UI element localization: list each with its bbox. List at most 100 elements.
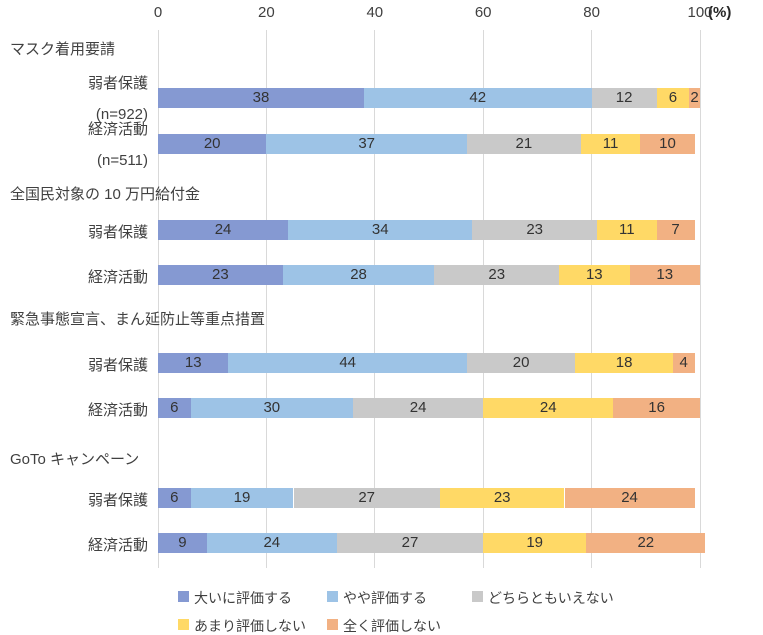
bar-segment: 30 xyxy=(190,398,354,418)
row-label: 弱者保護 xyxy=(87,357,148,374)
bar-segment: 13 xyxy=(158,353,229,373)
gridline xyxy=(374,30,376,568)
x-axis-tick-label: 60 xyxy=(474,4,492,21)
segment-value-label: 4 xyxy=(679,354,688,371)
segment-value-label: 19 xyxy=(526,534,544,551)
bar-segment: 10 xyxy=(640,134,695,154)
bar-segment: 28 xyxy=(282,265,435,285)
bar-segment: 23 xyxy=(472,220,598,240)
legend-swatch xyxy=(327,591,338,602)
legend-item-label: あまり評価しない xyxy=(194,618,306,634)
bar-segment: 21 xyxy=(466,134,581,154)
segment-value-label: 20 xyxy=(203,135,221,152)
bar-segment: 23 xyxy=(439,488,565,508)
legend-swatch xyxy=(472,591,483,602)
segment-value-label: 12 xyxy=(615,89,633,106)
x-axis-tick-label: 0 xyxy=(153,4,163,21)
row-sublabel: (n=511) xyxy=(96,152,148,169)
group-title: 全国民対象の 10 万円給付金 xyxy=(10,186,201,203)
legend-swatch xyxy=(178,591,189,602)
legend-item-label: 大いに評価する xyxy=(194,590,292,606)
segment-value-label: 30 xyxy=(263,399,281,416)
segment-value-label: 11 xyxy=(619,221,635,238)
bar-segment: 24 xyxy=(206,533,337,553)
segment-value-label: 24 xyxy=(539,399,557,416)
bar-segment: 38 xyxy=(158,88,364,108)
segment-value-label: 13 xyxy=(656,266,674,283)
bar-segment: 6 xyxy=(158,398,191,418)
legend-item-label: やや評価する xyxy=(343,590,427,606)
row-label: 経済活動 xyxy=(87,269,148,286)
segment-value-label: 23 xyxy=(488,266,506,283)
segment-value-label: 44 xyxy=(339,354,357,371)
bar-segment: 6 xyxy=(158,488,191,508)
segment-value-label: 24 xyxy=(409,399,427,416)
bar-segment: 27 xyxy=(293,488,440,508)
bar-segment: 19 xyxy=(190,488,294,508)
segment-value-label: 27 xyxy=(358,489,375,506)
segment-value-label: 11 xyxy=(602,135,619,152)
bar-segment: 13 xyxy=(629,265,700,285)
legend-item-label: 全く評価しない xyxy=(343,618,441,634)
segment-value-label: 23 xyxy=(493,489,511,506)
gridline xyxy=(265,30,267,568)
segment-value-label: 18 xyxy=(615,354,633,371)
bar-segment: 24 xyxy=(353,398,484,418)
bar-segment: 7 xyxy=(656,220,695,240)
row-label: 弱者保護 xyxy=(87,492,148,509)
bar-segment: 16 xyxy=(613,398,700,418)
segment-value-label: 16 xyxy=(648,399,665,416)
group-title: マスク着用要請 xyxy=(10,41,116,58)
row-sublabel: (n=922) xyxy=(95,106,148,123)
bar-segment: 24 xyxy=(564,488,695,508)
group-title: 緊急事態宣言、まん延防止等重点措置 xyxy=(10,311,266,328)
bar-segment: 4 xyxy=(672,353,695,373)
segment-value-label: 7 xyxy=(671,221,680,238)
bar-segment: 20 xyxy=(466,353,576,373)
bar-segment: 44 xyxy=(228,353,467,373)
bar-segment: 12 xyxy=(591,88,657,108)
segment-value-label: 6 xyxy=(170,399,179,416)
bar-segment: 19 xyxy=(483,533,587,553)
segment-value-label: 6 xyxy=(668,89,678,106)
row-label: 弱者保護 xyxy=(87,224,148,241)
gridline xyxy=(699,30,701,568)
bar-segment: 2 xyxy=(689,88,700,108)
bar-segment: 27 xyxy=(336,533,484,553)
row-label: 弱者保護 xyxy=(87,75,148,92)
row-label: 経済活動 xyxy=(87,537,148,554)
bar-segment: 22 xyxy=(586,533,706,553)
bar-segment: 9 xyxy=(158,533,207,553)
row-label: 経済活動 xyxy=(87,402,148,419)
segment-value-label: 24 xyxy=(214,221,232,238)
bar-segment: 13 xyxy=(559,265,630,285)
gridline xyxy=(482,30,484,568)
segment-value-label: 10 xyxy=(659,135,676,152)
gridline xyxy=(157,30,159,568)
bar-segment: 6 xyxy=(656,88,690,108)
segment-value-label: 6 xyxy=(170,489,179,506)
segment-value-label: 28 xyxy=(350,266,367,283)
bar-segment: 11 xyxy=(597,220,657,240)
segment-value-label: 27 xyxy=(401,534,419,551)
segment-value-label: 42 xyxy=(469,89,487,106)
segment-value-label: 24 xyxy=(621,489,638,506)
group-title: GoTo キャンペーン xyxy=(10,451,140,468)
segment-value-label: 34 xyxy=(371,221,389,238)
bar-segment: 23 xyxy=(158,265,283,285)
segment-value-label: 13 xyxy=(184,354,202,371)
bar-segment: 18 xyxy=(575,353,673,373)
segment-value-label: 9 xyxy=(178,534,187,551)
bar-segment: 11 xyxy=(580,134,641,154)
legend-swatch xyxy=(327,619,338,630)
gridline xyxy=(591,30,593,568)
x-axis-tick-label: 40 xyxy=(366,4,384,21)
legend-item-label: どちらともいえない xyxy=(488,590,614,606)
bar-segment: 24 xyxy=(158,220,289,240)
x-axis-tick-label: 100 xyxy=(687,4,713,21)
segment-value-label: 38 xyxy=(252,89,270,106)
axis-unit-label: (%) xyxy=(708,4,732,21)
row-label: 経済活動 xyxy=(87,121,148,138)
segment-value-label: 23 xyxy=(526,221,544,238)
